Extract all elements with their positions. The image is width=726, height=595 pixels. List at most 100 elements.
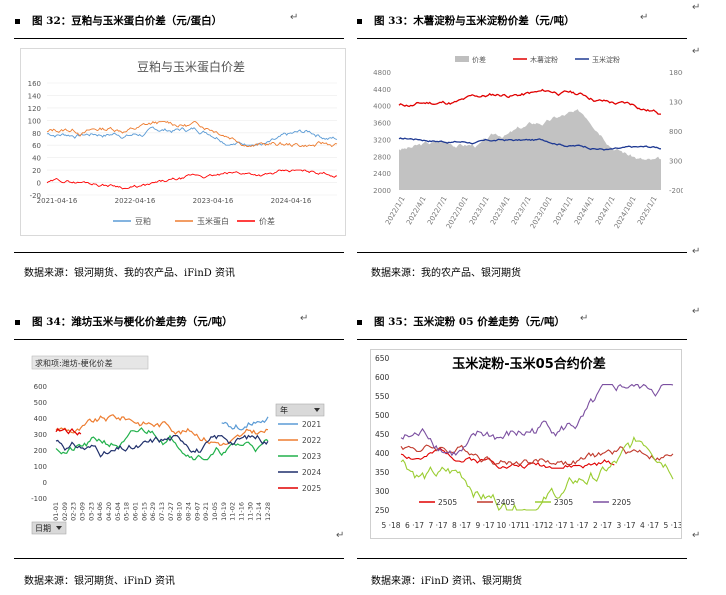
y-left-tick-label: 3200 — [373, 136, 391, 144]
y-tick-label: 0 — [37, 180, 41, 188]
x-tick-label: 8 ·17 — [452, 521, 471, 530]
x-tick-label: 02-23 — [70, 502, 78, 521]
source-34: 数据来源：银河期货、iFinD 资讯 — [24, 576, 175, 587]
pivot-field-header[interactable] — [31, 355, 149, 370]
y-tick-label: 600 — [34, 383, 47, 391]
chevron-down-icon — [56, 526, 62, 530]
x-tick-label: 03-23 — [87, 502, 95, 521]
legend-filter-button[interactable] — [275, 403, 325, 417]
x-tick-label: 06-01 — [132, 502, 140, 521]
y-tick-label: 80 — [32, 130, 41, 138]
x-tick-label: 2023-04-16 — [193, 197, 234, 205]
x-tick-label: 2023/1/1 — [468, 195, 491, 226]
source-33: 数据来源：我的农产品、银河期货 — [371, 268, 521, 279]
y-tick-label: 100 — [28, 117, 41, 125]
legend-label: 2205 — [612, 498, 631, 507]
y-tick-label: 160 — [28, 80, 41, 88]
series-2405-line — [400, 444, 674, 466]
figure-35-caption: 图 35：玉米淀粉 05 价差走势（元/吨） — [357, 314, 565, 329]
axis-field-button[interactable] — [31, 521, 67, 535]
chart-35-svg: 玉米淀粉-玉米05合约价差 650 600 550 500 450 400 350 300 25… — [375, 354, 683, 530]
x-tick-label: 03-09 — [79, 502, 87, 521]
x-tick-label: 10 ·17 — [497, 521, 521, 530]
x-tick-label: 11-02 — [229, 502, 237, 521]
y-tick-label: 140 — [28, 92, 41, 100]
chart-34: 求和项:潍坊-梗化价差 600 500 400 300 200 100 0 -100 01-0… — [30, 352, 332, 536]
x-tick-label: 07-27 — [167, 502, 175, 521]
x-tick-label: 08-10 — [176, 502, 184, 521]
y-tick-label: -100 — [31, 495, 47, 503]
series-2024-line — [55, 434, 269, 458]
figure-32-caption: 图 32：豆粕与玉米蛋白价差（元/蛋白） — [15, 13, 222, 28]
y-right-tick-label: 800 — [669, 128, 682, 136]
legend-label: 2305 — [554, 498, 573, 507]
x-tick-label: 11-16 — [238, 502, 246, 521]
legend-label: 2024 — [302, 468, 321, 477]
x-tick-label: 3 ·17 — [616, 521, 635, 530]
x-tick-label: 11 ·17 — [520, 521, 544, 530]
x-tick-label: 2022/7/1 — [426, 195, 449, 226]
y-tick-label: 350 — [375, 468, 390, 477]
legend-label: 2021 — [302, 420, 321, 429]
x-tick-label: 04-06 — [96, 502, 104, 521]
y-tick-label: 600 — [375, 373, 390, 382]
x-tick-label: 5 ·18 — [381, 521, 400, 530]
source-32: 数据来源：银河期货、我的农产品、iFinD 资讯 — [24, 268, 235, 279]
x-tick-label: 2024/4/1 — [573, 195, 596, 226]
chart-33-svg: 价差 木薯淀粉 玉米淀粉 4800 4400 4000 3600 3200 2800 2400 2… — [373, 55, 687, 230]
y-tick-label: 60 — [32, 142, 41, 150]
legend-label: 价差 — [472, 55, 486, 64]
y-tick-label: 120 — [28, 105, 41, 113]
y-tick-label: 500 — [375, 411, 390, 420]
series-2305-line — [400, 436, 674, 511]
x-tick-label: 2024-04-16 — [271, 197, 312, 205]
legend-label: 2022 — [302, 436, 321, 445]
y-right-tick-label: 1300 — [669, 99, 683, 107]
y-tick-label: 40 — [32, 155, 41, 163]
x-tick-label: 2024/10/1 — [613, 195, 638, 230]
y-tick-label: 300 — [375, 487, 390, 496]
legend-label: 2025 — [302, 484, 321, 493]
cassava-starch-line — [398, 88, 661, 115]
y-tick-label: 400 — [34, 415, 47, 423]
y-left-tick-label: 2000 — [373, 187, 391, 195]
y-right-tick-label: 300 — [669, 158, 682, 166]
chart-32: 豆粕与玉米蛋白价差 160 140 120 100 80 60 40 20 0 -20 2021-… — [20, 48, 346, 236]
x-tick-label: 02-09 — [61, 502, 69, 521]
x-tick-label: 09-07 — [193, 502, 201, 521]
y-left-tick-label: 2400 — [373, 170, 391, 178]
x-tick-label: 12-28 — [264, 502, 272, 521]
x-tick-label: 6 ·17 — [405, 521, 424, 530]
x-tick-label: 7 ·17 — [428, 521, 447, 530]
x-tick-label: 2021-04-16 — [37, 197, 78, 205]
x-tick-label: 12-14 — [255, 502, 263, 521]
series-2025-line — [55, 427, 82, 436]
y-tick-label: 20 — [32, 167, 41, 175]
chevron-down-icon — [314, 408, 320, 412]
series-2022-line — [55, 414, 269, 447]
legend-swatch — [455, 56, 469, 62]
y-tick-label: 100 — [34, 463, 47, 471]
x-tick-label: 2022-04-16 — [115, 197, 156, 205]
y-tick-label: 0 — [43, 479, 47, 487]
y-left-tick-label: 4000 — [373, 103, 391, 111]
x-tick-label: 08-24 — [185, 502, 193, 521]
x-tick-label: 2023/4/1 — [489, 195, 512, 226]
y-tick-label: 200 — [34, 447, 47, 455]
x-tick-label: 2022/10/1 — [445, 195, 470, 230]
y-right-tick-label: -200 — [669, 187, 683, 195]
series-2023-line — [55, 427, 269, 461]
figure-34-caption: 图 34：潍坊玉米与梗化价差走势（元/吨） — [15, 314, 233, 329]
chart-32-svg: 豆粕与玉米蛋白价差 160 140 120 100 80 60 40 20 0 -20 2021-… — [28, 59, 338, 226]
y-tick-label: 500 — [34, 399, 47, 407]
chart-35-title: 玉米淀粉-玉米05合约价差 — [452, 356, 606, 372]
legend-label: 豆粕 — [135, 216, 151, 226]
x-tick-label: 07-13 — [158, 502, 166, 521]
legend-label: 2405 — [496, 498, 515, 507]
y-tick-label: 650 — [375, 354, 390, 363]
legend-label: 2505 — [438, 498, 457, 507]
legend-label: 玉米淀粉 — [592, 55, 620, 64]
legend-label: 木薯淀粉 — [530, 55, 558, 64]
series-spread-line — [46, 169, 338, 190]
x-tick-label: 4 ·17 — [640, 521, 659, 530]
